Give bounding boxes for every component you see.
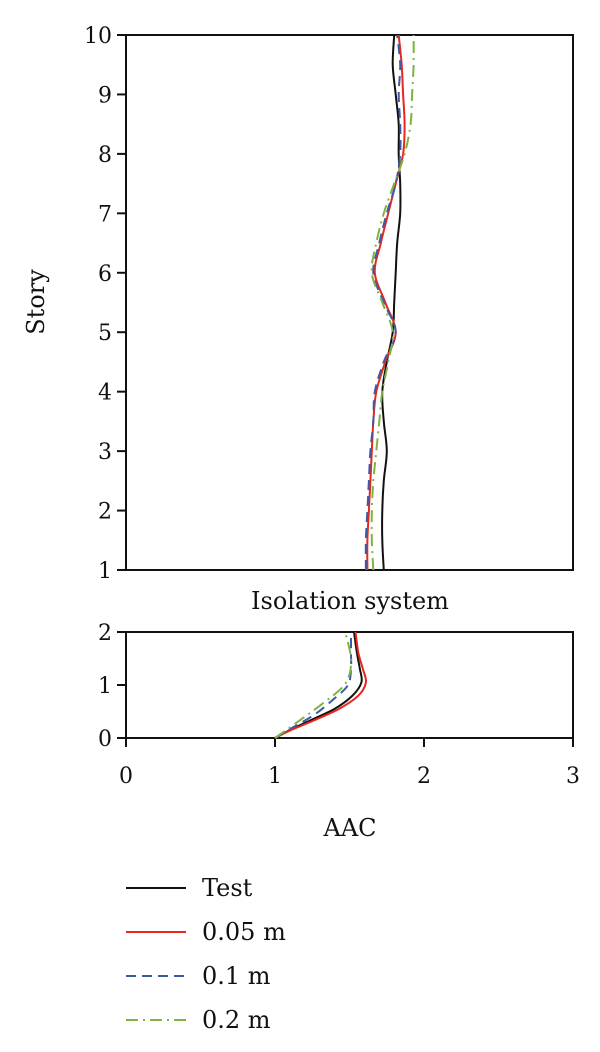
lower-panel-title: Isolation system [251, 587, 449, 615]
upper-series [364, 34, 415, 571]
lower-y-ticks: 0 1 2 [98, 621, 126, 752]
x-tick-label: 3 [566, 764, 580, 789]
y-tick-label: 3 [98, 440, 112, 465]
legend-label: 0.2 m [202, 1006, 271, 1034]
y-tick-label: 4 [98, 381, 112, 406]
legend-label: 0.05 m [202, 918, 286, 946]
series-line-0-1-m [274, 632, 353, 739]
upper-plot: 1 2 3 4 5 6 7 8 9 10 Story [22, 24, 574, 584]
upper-plot-frame [125, 34, 574, 571]
series-line-0-2-m [370, 34, 415, 571]
upper-y-axis-label: Story [22, 269, 50, 335]
series-line-0-2-m [274, 631, 353, 739]
y-tick-label: 1 [98, 559, 112, 584]
y-tick-label: 6 [98, 262, 112, 287]
x-axis-label: AAC [322, 814, 376, 842]
y-tick-label: 9 [98, 83, 112, 108]
x-tick-label: 2 [417, 764, 431, 789]
y-tick-label: 8 [98, 143, 112, 168]
series-line-0-1-m [364, 34, 402, 571]
upper-y-ticks: 1 2 3 4 5 6 7 8 9 10 [84, 24, 126, 584]
y-tick-label: 10 [84, 24, 112, 49]
x-tick-label: 1 [268, 764, 282, 789]
y-tick-label: 2 [98, 621, 112, 646]
y-tick-label: 2 [98, 500, 112, 525]
y-tick-label: 1 [98, 674, 112, 699]
lower-series [274, 631, 368, 739]
y-tick-label: 7 [98, 202, 112, 227]
legend-label: Test [202, 874, 253, 902]
series-line-0-05-m [274, 631, 368, 739]
y-tick-label: 5 [98, 321, 112, 346]
y-tick-label: 0 [98, 727, 112, 752]
series-line-test [381, 34, 402, 571]
legend: Test 0.05 m 0.1 m 0.2 m [126, 874, 286, 1034]
series-line-0-05-m [366, 34, 406, 571]
legend-label: 0.1 m [202, 962, 271, 990]
x-tick-label: 0 [119, 764, 133, 789]
lower-plot: Isolation system 0 1 2 0 1 2 3 AAC [98, 587, 580, 842]
lower-x-ticks: 0 1 2 3 [119, 738, 580, 789]
